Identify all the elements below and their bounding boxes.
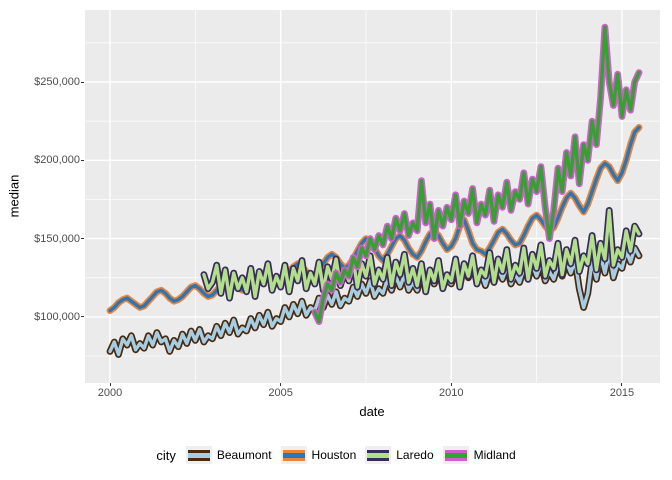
x-tick-label: 2000 <box>97 387 123 399</box>
line-swatch-icon <box>367 449 390 461</box>
legend-key-icon <box>365 446 392 464</box>
legend-label: Beaumont <box>216 448 272 462</box>
x-tick-mark <box>109 383 111 386</box>
legend-key-icon <box>280 446 307 464</box>
y-tick-label: $150,000 <box>34 232 80 245</box>
swatch-outline-stripe <box>187 449 210 453</box>
y-axis-title: median <box>6 174 22 218</box>
y-tick-mark <box>81 81 84 83</box>
swatch-outline-stripe <box>444 457 467 461</box>
series-beaumont-line <box>108 246 641 357</box>
line-swatch-icon <box>282 449 305 461</box>
x-tick-label: 2015 <box>609 387 635 399</box>
legend-label: Laredo <box>396 448 434 462</box>
legend-key-icon <box>442 446 469 464</box>
legend-title: city <box>156 447 176 463</box>
legend: city Beaumont Houston Laredo Midland <box>0 438 672 472</box>
swatch-outline-stripe <box>367 457 390 461</box>
swatch-fill-stripe <box>444 452 467 458</box>
legend-label: Midland <box>473 448 516 462</box>
y-tick-mark <box>81 159 84 161</box>
swatch-fill-stripe <box>187 452 210 458</box>
series-laredo-line <box>202 208 641 300</box>
swatch-outline-stripe <box>187 457 210 461</box>
legend-key-icon <box>185 446 212 464</box>
legend-item-beaumont: Beaumont <box>185 446 272 464</box>
y-tick-mark <box>81 238 84 240</box>
legend-item-laredo: Laredo <box>365 446 434 464</box>
y-tick-mark <box>81 316 84 318</box>
line-chart <box>85 10 660 383</box>
swatch-outline-stripe <box>282 449 305 453</box>
x-tick-label: 2005 <box>268 387 293 399</box>
line-swatch-icon <box>444 449 467 461</box>
swatch-fill-stripe <box>282 452 305 458</box>
swatch-outline-stripe <box>444 449 467 453</box>
legend-item-midland: Midland <box>442 446 516 464</box>
plot-panel <box>85 10 660 383</box>
swatch-outline-stripe <box>367 449 390 453</box>
y-tick-label: $200,000 <box>34 154 80 167</box>
swatch-fill-stripe <box>367 452 390 458</box>
x-tick-mark <box>450 383 452 386</box>
series-midland-line <box>313 25 641 324</box>
x-tick-mark <box>621 383 623 386</box>
legend-item-houston: Houston <box>280 446 357 464</box>
x-axis-title: date <box>359 404 385 419</box>
x-tick-mark <box>280 383 282 386</box>
y-tick-label: $250,000 <box>34 76 80 88</box>
legend-label: Houston <box>311 448 357 462</box>
legend-items: Beaumont Houston Laredo Midland <box>185 446 516 464</box>
line-swatch-icon <box>187 449 210 461</box>
x-tick-label: 2010 <box>439 387 464 399</box>
y-tick-label: $100,000 <box>34 310 80 323</box>
swatch-outline-stripe <box>282 457 305 461</box>
